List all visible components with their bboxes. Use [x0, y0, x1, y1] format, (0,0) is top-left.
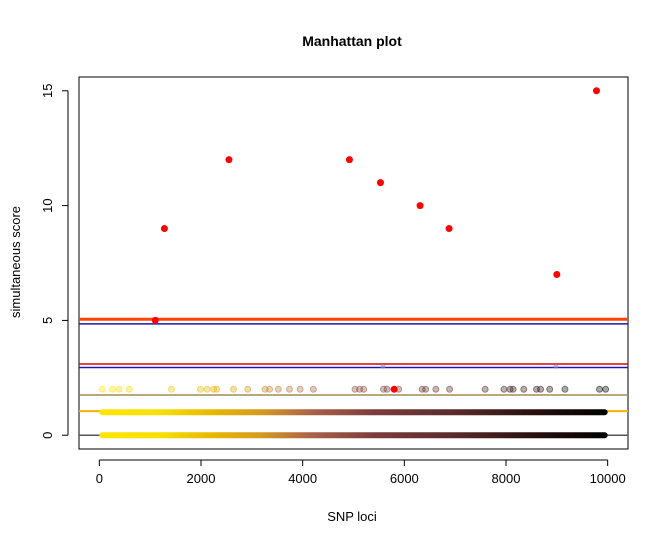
score-point — [537, 385, 545, 393]
band-row — [99, 432, 608, 439]
score-point — [500, 385, 508, 393]
significant-point — [160, 225, 168, 233]
significant-point — [376, 179, 384, 187]
score-point — [115, 385, 123, 393]
score-point — [520, 385, 528, 393]
x-tick-label: 10000 — [590, 471, 626, 486]
x-tick-label: 8000 — [492, 471, 521, 486]
score-point — [380, 363, 386, 369]
score-point — [596, 385, 604, 393]
score-point — [383, 385, 391, 393]
y-tick-label: 10 — [40, 198, 55, 212]
significant-point — [151, 316, 159, 324]
axes: 0 2000 4000 6000 8000 10000 0 5 10 15 — [40, 84, 626, 486]
y-tick-label: 0 — [40, 432, 55, 439]
score-point — [546, 385, 554, 393]
score-point — [561, 385, 569, 393]
significant-point — [345, 156, 353, 164]
score-point — [244, 385, 252, 393]
score-point — [109, 385, 117, 393]
y-axis-label: simultaneous score — [8, 206, 23, 318]
chart-title: Manhattan plot — [302, 33, 402, 49]
x-tick-label: 6000 — [390, 471, 419, 486]
significant-point — [592, 87, 600, 95]
x-tick-label: 4000 — [288, 471, 317, 486]
y-tick-label: 15 — [40, 84, 55, 98]
score-point — [296, 385, 304, 393]
x-axis-label: SNP loci — [327, 509, 377, 524]
significant-point — [390, 385, 398, 393]
score-point — [446, 385, 454, 393]
x-tick-label: 0 — [96, 471, 103, 486]
score-point — [266, 385, 274, 393]
score-point — [360, 385, 368, 393]
score-point — [509, 385, 517, 393]
score-point — [422, 385, 430, 393]
score-point — [285, 385, 293, 393]
y-tick-label: 5 — [40, 317, 55, 324]
threshold-lines — [79, 317, 628, 436]
band-rows — [99, 409, 608, 439]
score-point — [274, 385, 282, 393]
score-point — [309, 385, 317, 393]
score-point — [418, 385, 426, 393]
score-point — [553, 363, 559, 369]
significant-point — [553, 270, 561, 278]
band-row — [99, 409, 608, 416]
score-point — [602, 385, 610, 393]
score-point — [432, 385, 440, 393]
score-point — [196, 385, 204, 393]
plot-frame — [78, 76, 629, 450]
x-tick-label: 2000 — [187, 471, 216, 486]
score-point — [481, 385, 489, 393]
score-point — [98, 385, 106, 393]
significant-point — [225, 156, 233, 164]
significant-point — [445, 225, 453, 233]
significant-point — [416, 202, 424, 210]
score-point — [379, 385, 387, 393]
score-point — [213, 385, 221, 393]
score-point — [125, 385, 133, 393]
score-point — [203, 385, 211, 393]
score-point — [168, 385, 176, 393]
score-point — [230, 385, 238, 393]
data-points — [98, 87, 610, 393]
